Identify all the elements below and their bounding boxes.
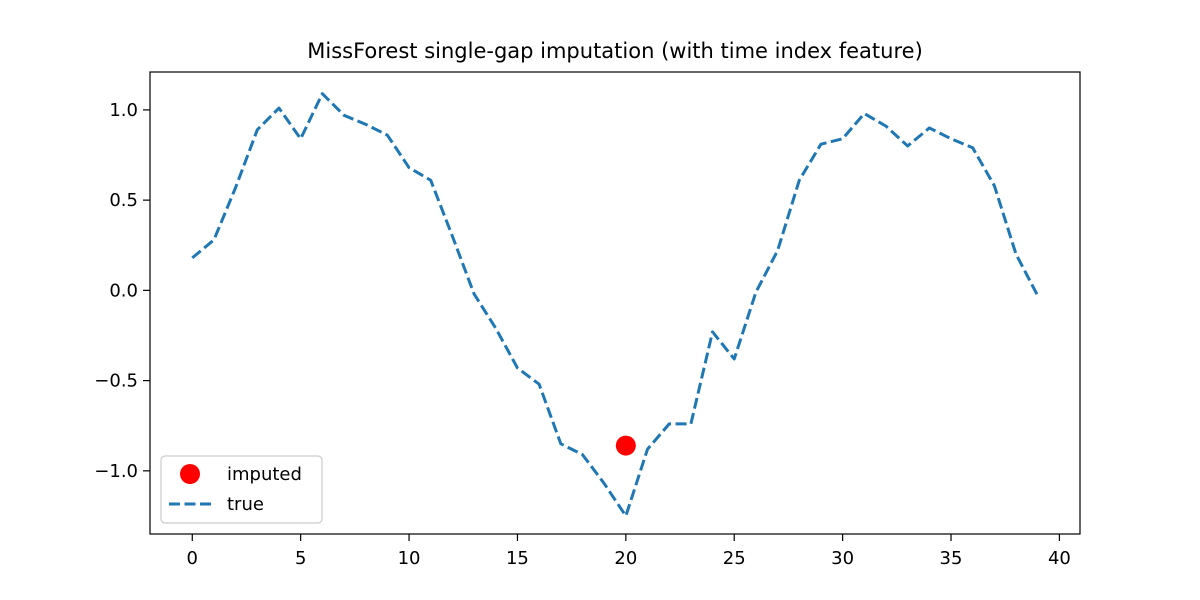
- legend-box: [160, 455, 323, 524]
- axes: 0 5 10 15 20 25 30 35 40 1.0 0.5 0.0 −0.5 −1.0: [94, 71, 1081, 569]
- x-tick-label: 0: [187, 548, 198, 569]
- x-tick-label: 30: [831, 548, 854, 569]
- y-tick-label: 0.5: [109, 190, 138, 211]
- series-point-imputed: [615, 435, 636, 456]
- y-tick-label: −1.0: [94, 461, 138, 482]
- x-tick-label: 40: [1048, 548, 1071, 569]
- x-tick-label: 15: [506, 548, 529, 569]
- chart-title: MissForest single-gap imputation (with t…: [307, 39, 923, 63]
- legend-marker-imputed: [180, 464, 200, 484]
- legend: imputed true: [160, 455, 323, 524]
- y-tick-label: 0.0: [109, 280, 138, 301]
- legend-label-imputed: imputed: [227, 464, 302, 485]
- x-tick-label: 5: [295, 548, 306, 569]
- y-tick-label: 1.0: [109, 100, 138, 121]
- x-tick-label: 25: [723, 548, 746, 569]
- x-tick-label: 20: [614, 548, 637, 569]
- axes-frame: [149, 71, 1081, 535]
- x-tick-label: 35: [940, 548, 963, 569]
- series-line-true: [191, 92, 1040, 518]
- plot-area: [191, 92, 1040, 518]
- legend-label-true: true: [227, 494, 264, 515]
- x-tick-label: 10: [398, 548, 421, 569]
- y-tick-label: −0.5: [94, 371, 138, 392]
